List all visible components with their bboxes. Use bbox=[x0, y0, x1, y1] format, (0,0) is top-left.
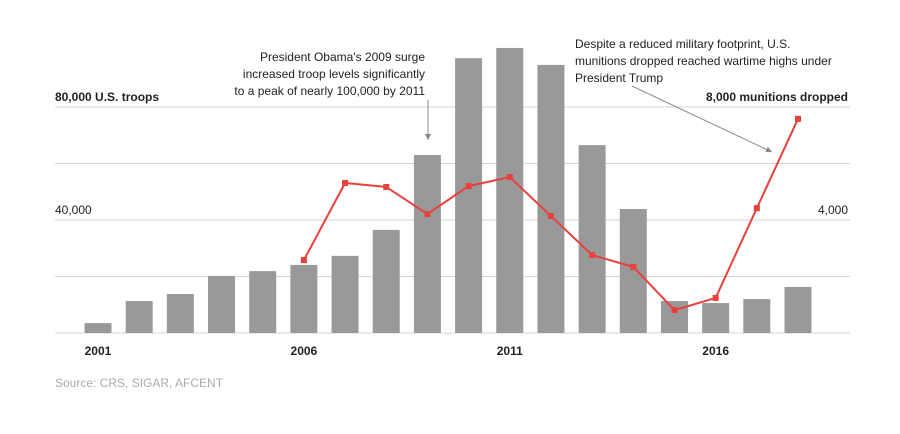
marks bbox=[84, 47, 812, 334]
bar bbox=[208, 275, 236, 333]
x-tick-label: 2016 bbox=[702, 344, 729, 358]
point bbox=[383, 183, 390, 190]
bar bbox=[249, 271, 277, 333]
point bbox=[300, 257, 307, 264]
bar bbox=[784, 286, 812, 333]
x-tick-label: 2011 bbox=[497, 344, 523, 358]
bar bbox=[372, 229, 400, 333]
annotation: increased troop levels significantly bbox=[243, 67, 425, 81]
bar bbox=[166, 294, 194, 333]
bar bbox=[660, 301, 688, 333]
bar bbox=[84, 323, 112, 333]
point bbox=[424, 211, 431, 218]
source: Source: CRS, SIGAR, AFCENT bbox=[55, 376, 224, 390]
point bbox=[630, 263, 637, 270]
point bbox=[671, 307, 678, 314]
bar bbox=[578, 145, 606, 333]
point bbox=[342, 179, 349, 186]
annotation: munitions dropped reached wartime highs … bbox=[575, 54, 832, 68]
bar bbox=[290, 264, 318, 333]
bar bbox=[537, 64, 565, 333]
x-tick-label: 2006 bbox=[291, 344, 318, 358]
y-tick-label: 80,000 U.S. troops bbox=[55, 90, 159, 104]
annotation: Despite a reduced military footprint, U.… bbox=[575, 37, 790, 51]
bar bbox=[702, 303, 730, 333]
y-tick-label: 40,000 bbox=[55, 203, 92, 217]
bar bbox=[455, 58, 483, 333]
annotation: to a peak of nearly 100,000 by 2011 bbox=[234, 84, 425, 98]
annotation: President Trump bbox=[575, 71, 663, 85]
annotation-arrow bbox=[631, 85, 773, 153]
y2-tick-label: 8,000 munitions dropped bbox=[706, 90, 848, 104]
bar bbox=[413, 155, 441, 333]
bar bbox=[496, 47, 524, 334]
point bbox=[589, 252, 596, 259]
bar bbox=[743, 299, 771, 333]
point bbox=[795, 115, 802, 122]
point bbox=[547, 213, 554, 220]
y2-tick-label: 4,000 bbox=[818, 203, 848, 217]
point bbox=[753, 205, 760, 212]
point bbox=[712, 294, 719, 301]
point bbox=[465, 183, 472, 190]
x-tick-label: 2001 bbox=[85, 344, 112, 358]
bar bbox=[125, 301, 153, 333]
annotation: President Obama's 2009 surge bbox=[260, 50, 425, 64]
point bbox=[506, 174, 513, 181]
bar bbox=[331, 255, 359, 333]
bar bbox=[619, 208, 647, 333]
